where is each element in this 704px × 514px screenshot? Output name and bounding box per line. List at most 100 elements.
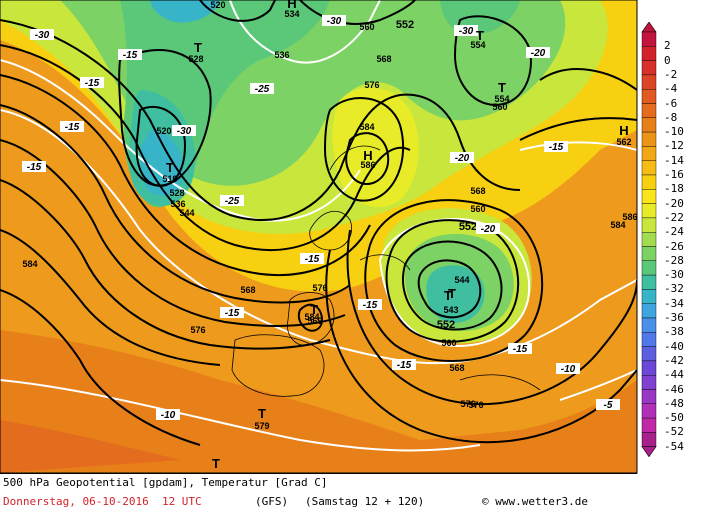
legend-swatch	[641, 360, 657, 376]
header-line1: 500 hPa Geopotential [gpdam], Temperatur…	[3, 476, 328, 489]
legend-swatch	[641, 160, 657, 176]
legend-value: -30	[664, 268, 684, 282]
geopotential-label: 520	[210, 0, 225, 10]
temperature-label: -10	[561, 364, 576, 375]
legend-value: -46	[664, 382, 684, 396]
temperature-label-bg	[80, 77, 104, 88]
temperature-label: -15	[363, 300, 378, 311]
temperature-label-bg	[172, 125, 196, 136]
temperature-label: -15	[65, 122, 80, 133]
geopotential-label: 560	[441, 338, 456, 348]
legend-swatch	[641, 346, 657, 362]
legend-value: -42	[664, 353, 684, 367]
geopotential-label: 554	[494, 94, 509, 104]
geopotential-label: 569	[307, 316, 322, 326]
legend-value: -26	[664, 239, 684, 253]
geopotential-label: 568	[240, 285, 255, 295]
legend-value: -32	[664, 282, 684, 296]
temperature-label-bg	[544, 141, 568, 152]
legend-swatch	[641, 246, 657, 262]
geopotential-label: 560	[492, 102, 507, 112]
low-pressure-center: T	[448, 286, 456, 301]
temperature-label-bg	[526, 47, 550, 58]
legend-value: -48	[664, 396, 684, 410]
legend-swatch	[641, 231, 657, 247]
geopotential-label: 536	[170, 199, 185, 209]
geopotential-label: 584	[610, 220, 625, 230]
temperature-label: -15	[27, 162, 42, 173]
high-pressure-center: H	[363, 148, 372, 163]
legend-swatch	[641, 103, 657, 119]
legend-value: -52	[664, 425, 684, 439]
high-pressure-center: H	[287, 0, 296, 11]
geopotential-label: 552	[396, 19, 414, 31]
temperature-label: -20	[481, 224, 496, 235]
geopotential-label: 520	[156, 126, 171, 136]
temperature-label: -30	[459, 26, 474, 37]
geopotential-label: 568	[376, 54, 391, 64]
geopotential-label: 568	[449, 363, 464, 373]
legend-value: 2	[664, 39, 671, 53]
cold-core-cyan	[140, 130, 184, 196]
legend-value: -16	[664, 168, 684, 181]
temperature-label: -10	[161, 410, 176, 421]
legend-value: -10	[664, 125, 684, 139]
temperature-label: -15	[305, 254, 320, 265]
temperature-label-bg	[30, 29, 54, 40]
geopotential-label: 554	[470, 40, 485, 50]
geopotential-label: 552	[437, 319, 455, 331]
geopotential-label: 519	[162, 174, 177, 184]
legend-value: -44	[664, 368, 684, 382]
temperature-label-bg	[454, 25, 478, 36]
legend-value: -40	[664, 339, 684, 353]
geopotential-label: 560	[359, 22, 374, 32]
temperature-label: -15	[123, 50, 138, 61]
legend-swatch	[641, 203, 657, 219]
legend-value: -36	[664, 311, 684, 324]
legend-swatch	[641, 274, 657, 290]
geopotential-label: 584	[22, 259, 37, 269]
legend-swatch	[641, 303, 657, 319]
low-pressure-center: T	[498, 80, 506, 95]
temperature-label-bg	[220, 307, 244, 318]
legend-swatch	[641, 117, 657, 133]
legend-swatch	[641, 46, 657, 61]
temperature-label-bg	[300, 253, 324, 264]
credit-label[interactable]: © www.wetter3.de	[482, 495, 588, 508]
legend-arrow-bottom	[641, 446, 657, 458]
geopotential-label: 586	[360, 160, 375, 170]
temperature-zone-hot	[0, 420, 180, 473]
geopotential-label: 584	[359, 122, 374, 132]
geopotential-label: 528	[188, 54, 203, 64]
legend-swatch	[641, 131, 657, 147]
temperature-label-bg	[392, 359, 416, 370]
legend-swatch	[641, 260, 657, 276]
legend-value: -2	[664, 67, 678, 81]
legend-value: -38	[664, 325, 684, 339]
temperature-label: -25	[225, 196, 240, 207]
temperature-label: -5	[604, 400, 613, 411]
geopotential-label: 536	[274, 50, 289, 60]
low-pressure-center: T	[212, 456, 220, 471]
temperature-label-bg	[156, 409, 180, 420]
legend-swatch	[641, 88, 657, 104]
temperature-label-bg	[556, 363, 580, 374]
model-label: (GFS)	[255, 495, 289, 508]
map-footer: 500 hPa Geopotential [gpdam], Temperatur…	[0, 473, 637, 514]
legend-swatch	[641, 74, 657, 90]
temperature-label-bg	[508, 343, 532, 354]
coastlines	[231, 145, 541, 397]
legend-swatch	[641, 375, 657, 390]
cutoff-low-core	[426, 265, 485, 323]
geopotential-label: 576	[364, 80, 379, 90]
temperature-label: -15	[513, 344, 528, 355]
geopotential-contours	[0, 0, 637, 446]
legend-swatch	[641, 289, 657, 304]
legend-swatch	[641, 432, 657, 447]
legend-arrow-top	[641, 22, 657, 33]
legend-value: -34	[664, 296, 684, 310]
temperature-label-bg	[118, 49, 142, 60]
